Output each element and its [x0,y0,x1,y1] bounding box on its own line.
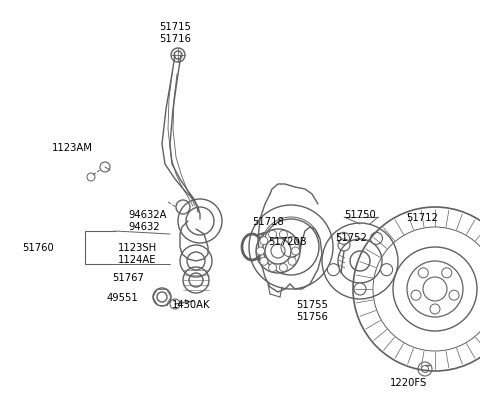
Circle shape [442,268,452,278]
Circle shape [291,247,300,255]
Circle shape [327,264,339,276]
Text: 1123AM: 1123AM [52,143,93,153]
Text: 94632A
94632: 94632A 94632 [128,209,167,232]
Circle shape [418,268,428,278]
Text: 51760: 51760 [22,243,54,252]
Circle shape [279,264,288,272]
Text: 51715
51716: 51715 51716 [159,22,191,44]
Circle shape [260,258,268,265]
Text: 51720B: 51720B [268,236,307,246]
Circle shape [449,290,459,301]
Circle shape [260,237,268,245]
Text: 49551: 49551 [107,292,139,302]
Text: 51767: 51767 [112,272,144,282]
Circle shape [269,264,276,272]
Circle shape [371,233,383,245]
Circle shape [256,247,264,255]
Circle shape [430,304,440,314]
Circle shape [269,231,276,239]
Text: 51712: 51712 [406,213,438,222]
Text: 1220FS: 1220FS [390,377,427,387]
Text: 1430AK: 1430AK [172,299,211,309]
Circle shape [288,258,296,265]
Circle shape [279,231,288,239]
Circle shape [411,290,421,301]
Text: 51750: 51750 [344,209,376,220]
Text: 51718: 51718 [252,216,284,227]
Circle shape [354,283,366,295]
Text: 51755
51756: 51755 51756 [296,299,328,321]
Circle shape [337,233,349,245]
Circle shape [381,264,393,276]
Text: 51752: 51752 [335,232,367,243]
Text: 1123SH
1124AE: 1123SH 1124AE [118,243,157,265]
Circle shape [288,237,296,245]
